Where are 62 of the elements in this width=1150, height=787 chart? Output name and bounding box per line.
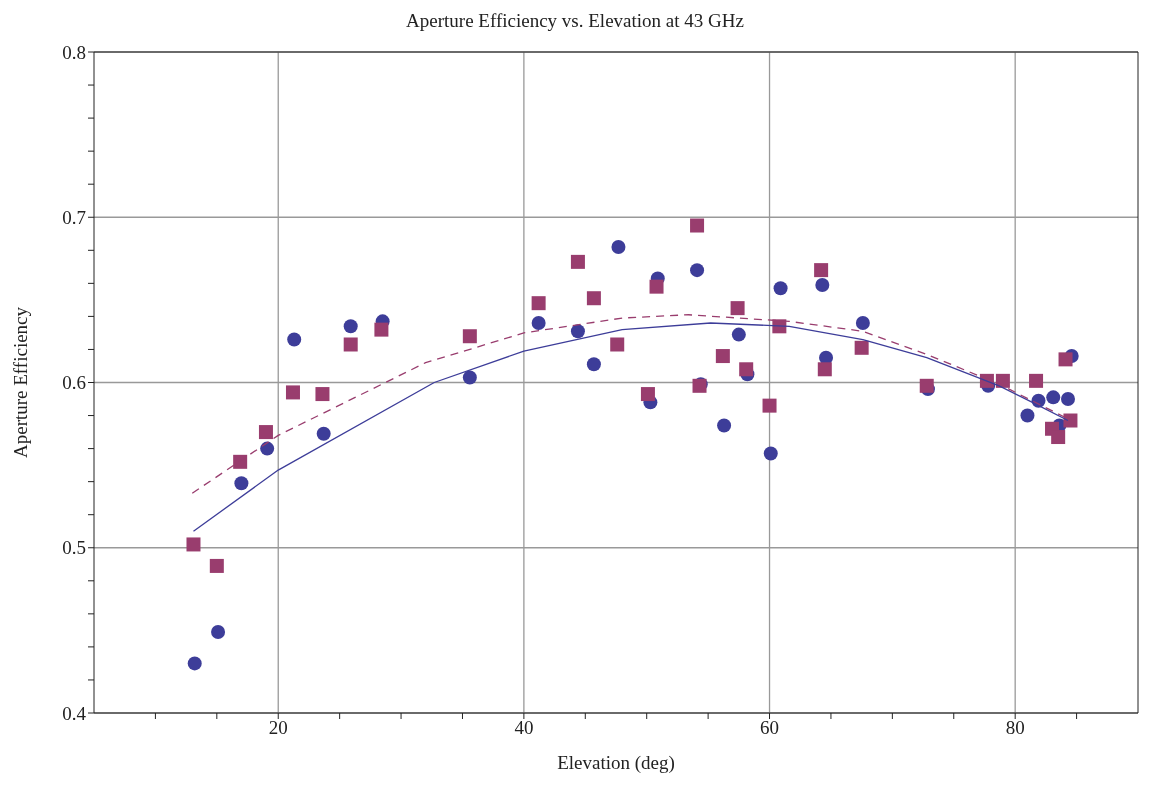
y-tick-label: 0.7 — [62, 206, 86, 228]
point — [815, 278, 830, 292]
point — [260, 441, 275, 456]
point — [343, 319, 358, 334]
point — [287, 332, 302, 347]
y-tick-label: 0.5 — [62, 537, 86, 559]
x-axis-title: Elevation (deg) — [557, 752, 675, 774]
point — [462, 329, 477, 344]
x-tick-label: 80 — [1005, 717, 1025, 739]
point — [343, 337, 358, 352]
point — [233, 454, 248, 469]
point — [1046, 390, 1061, 405]
point — [611, 240, 626, 254]
point — [739, 362, 754, 377]
point — [570, 324, 585, 339]
y-tick-label: 0.6 — [62, 372, 86, 394]
point — [462, 370, 477, 385]
point — [258, 425, 273, 440]
point — [531, 316, 546, 331]
point — [570, 254, 585, 269]
point — [854, 340, 869, 355]
x-tick-label: 60 — [760, 717, 780, 739]
y-tick-label: 0.8 — [62, 41, 86, 63]
point — [690, 218, 705, 233]
point — [1051, 430, 1066, 445]
chart-title: Aperture Efficiency vs. Elevation at 43 GHz — [405, 9, 745, 33]
point — [730, 301, 745, 316]
point — [640, 387, 655, 402]
point — [586, 357, 601, 372]
point — [316, 426, 331, 441]
point — [855, 316, 870, 331]
point — [1029, 373, 1044, 388]
point — [209, 558, 224, 573]
x-tick-label: 40 — [514, 717, 534, 739]
point — [285, 385, 300, 400]
y-tick-label: 0.4 — [62, 702, 87, 724]
point — [690, 263, 705, 278]
point — [211, 625, 226, 640]
point — [773, 281, 788, 296]
point — [1058, 352, 1073, 367]
point — [610, 337, 625, 352]
point — [234, 476, 249, 491]
point — [919, 378, 934, 393]
point — [187, 656, 202, 671]
point — [715, 349, 730, 364]
point — [814, 263, 829, 278]
point — [315, 387, 330, 402]
x-tick-label: 20 — [268, 717, 288, 739]
point — [1020, 408, 1035, 423]
point — [586, 291, 601, 306]
point — [731, 327, 746, 342]
point — [1060, 392, 1075, 407]
point — [717, 418, 732, 433]
point — [817, 362, 832, 377]
point — [186, 537, 201, 552]
point — [374, 322, 389, 337]
point — [763, 446, 778, 461]
point — [649, 279, 664, 294]
point — [762, 398, 777, 413]
point — [1063, 413, 1078, 428]
point — [531, 296, 546, 311]
y-axis-title: Aperture Efficiency — [9, 306, 31, 459]
